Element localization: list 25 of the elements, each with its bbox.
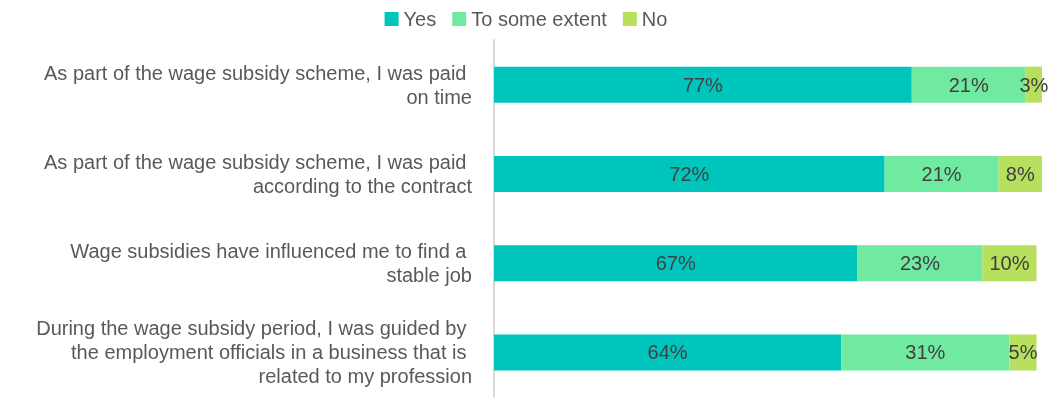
data-label: 67% <box>655 252 696 275</box>
bar <box>494 66 912 103</box>
data-label: 21% <box>948 73 989 96</box>
bar <box>494 155 885 192</box>
data-label: 10% <box>989 252 1030 275</box>
legend-label: To some extent <box>471 8 608 30</box>
data-label: 72% <box>669 162 710 185</box>
bar <box>857 245 983 282</box>
bar <box>494 245 858 282</box>
bar <box>884 155 999 192</box>
y-tick-label: As part of the wage subsidy scheme, I was paid on time <box>44 61 472 108</box>
data-label: 21% <box>921 162 962 185</box>
y-tick-label: During the wage subsidy period, I was guided by the employment officials in a business that is related to my profession <box>36 317 472 388</box>
data-label: 77% <box>682 73 724 96</box>
bar <box>841 334 1010 371</box>
y-tick-label: Wage subsidies have influenced me to find a stable job <box>70 240 472 287</box>
data-label: 23% <box>899 252 941 275</box>
data-label: 8% <box>1005 162 1035 185</box>
legend-label: Yes <box>403 8 437 30</box>
data-label: 31% <box>905 341 946 364</box>
data-label: 64% <box>647 341 688 364</box>
bar <box>494 334 842 371</box>
data-label: 5% <box>1008 341 1038 364</box>
legend-label: No <box>641 8 668 30</box>
y-tick-label: As part of the wage subsidy scheme, I was paid according to the contract <box>44 150 473 197</box>
